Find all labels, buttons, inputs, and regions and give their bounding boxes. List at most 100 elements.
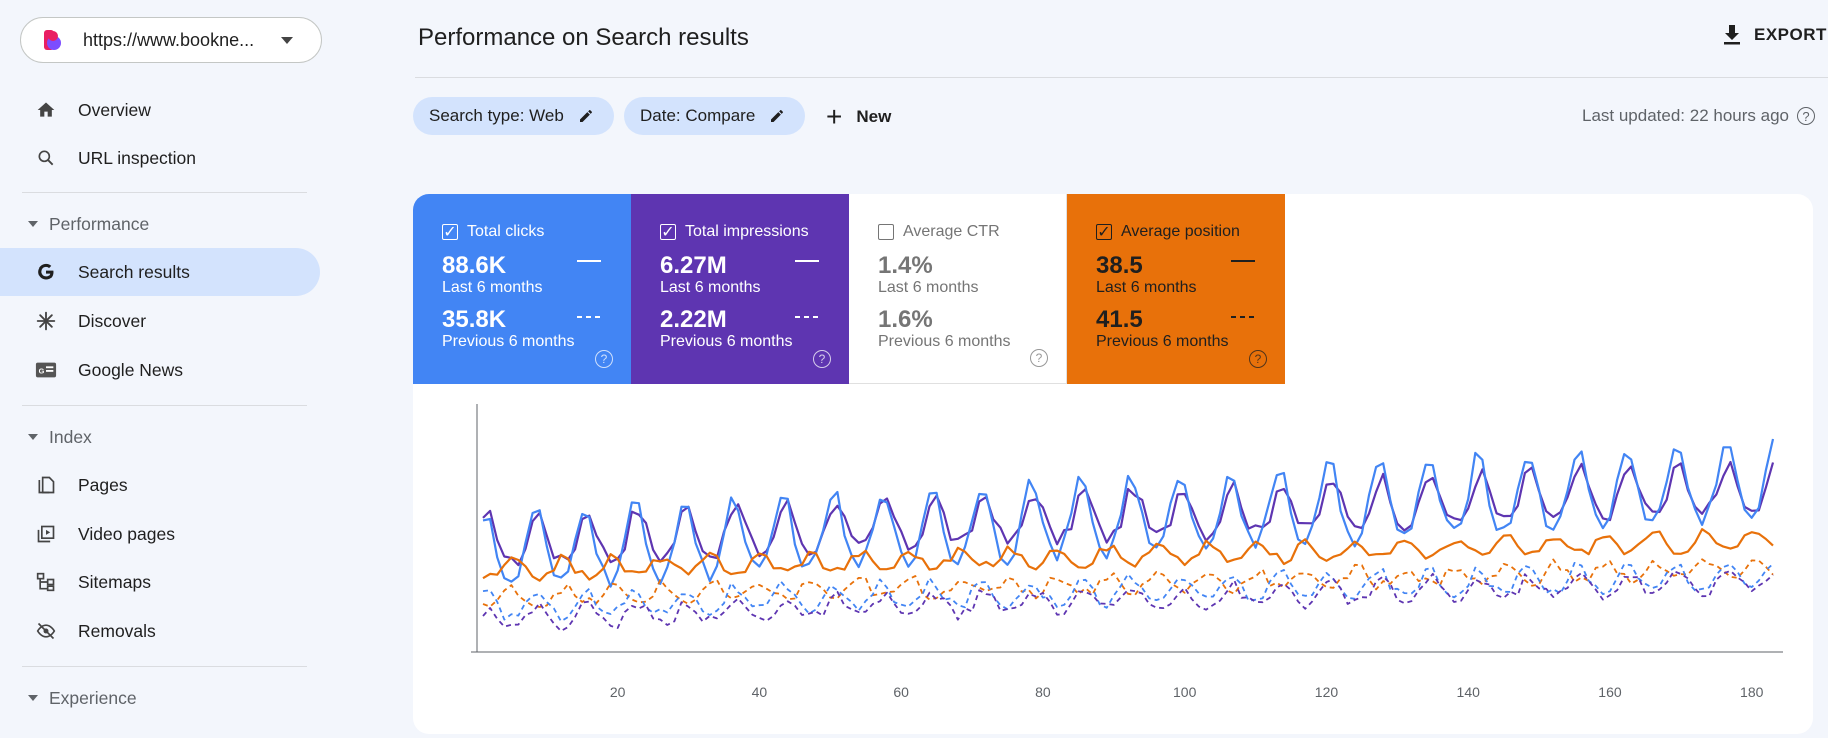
x-tick-label: 40 <box>752 684 768 700</box>
sitemap-icon <box>34 570 58 594</box>
chip-date[interactable]: Date: Compare <box>624 97 805 135</box>
pages-icon <box>34 473 58 497</box>
metric-prev-period: Previous 6 months <box>660 333 793 350</box>
plus-icon: + <box>826 101 843 132</box>
section-label: Experience <box>49 687 137 708</box>
chip-label: Date: Compare <box>640 106 756 125</box>
metric-name: Total clicks <box>467 223 545 240</box>
metric-period: Last 6 months <box>1096 279 1197 296</box>
metric-value: 6.27M <box>660 252 727 279</box>
checkbox-checked-icon[interactable]: ✓ <box>660 224 676 241</box>
chip-search-type[interactable]: Search type: Web <box>413 97 614 135</box>
series-line <box>482 438 1775 588</box>
sidebar-item-search-results[interactable]: Search results <box>0 248 320 296</box>
x-tick-label: 60 <box>893 684 909 700</box>
metric-total-impressions[interactable]: ✓ Total impressions 6.27M Last 6 months 2… <box>631 194 849 384</box>
series-line <box>482 460 1775 567</box>
dashed-line-legend-icon <box>577 316 601 318</box>
metric-prev-period: Previous 6 months <box>1096 333 1229 350</box>
edit-pencil-icon <box>771 110 784 122</box>
solid-line-legend-icon <box>577 260 601 262</box>
dashed-line-legend-icon <box>795 316 819 318</box>
property-selector[interactable]: https://www.bookne... <box>20 17 322 63</box>
metric-value: 38.5 <box>1096 252 1143 279</box>
performance-card: ✓ Total clicks 88.6K Last 6 months 35.8K … <box>413 194 1813 734</box>
dashed-line-legend-icon <box>1231 316 1255 318</box>
sidebar-item-label: Overview <box>78 99 151 120</box>
help-icon[interactable]: ? <box>813 350 831 368</box>
google-g-icon <box>34 260 58 284</box>
metric-value: 88.6K <box>442 252 507 279</box>
metric-period: Last 6 months <box>442 279 543 296</box>
divider <box>22 666 307 667</box>
edit-pencil-icon <box>579 110 592 122</box>
new-filter-button[interactable]: + New <box>826 101 891 133</box>
x-tick-label: 20 <box>610 684 626 700</box>
asterisk-icon <box>34 309 58 333</box>
sidebar-item-url-inspection[interactable]: URL inspection <box>0 134 320 182</box>
metric-value: 1.4% <box>878 252 933 279</box>
caret-down-icon <box>28 695 38 701</box>
home-icon <box>34 98 58 122</box>
property-logo-icon <box>41 29 63 51</box>
metric-prev-value: 41.5 <box>1096 306 1143 333</box>
series-line <box>482 558 1774 608</box>
metric-name: Average CTR <box>903 223 1000 240</box>
help-icon[interactable]: ? <box>1797 107 1815 125</box>
checkbox-checked-icon[interactable]: ✓ <box>442 224 458 241</box>
sidebar-item-label: Google News <box>78 359 184 380</box>
sidebar-item-pages[interactable]: Pages <box>0 461 320 509</box>
eye-off-icon <box>34 619 58 643</box>
x-tick-label: 100 <box>1173 684 1197 700</box>
x-tick-label: 160 <box>1598 684 1622 700</box>
last-updated: Last updated: 22 hours ago ? <box>1582 106 1815 126</box>
news-icon: G <box>34 358 58 382</box>
export-label: EXPORT <box>1754 25 1827 44</box>
new-filter-label: New <box>856 107 892 126</box>
section-performance[interactable]: Performance <box>0 204 320 244</box>
video-pages-icon <box>34 522 58 546</box>
page-title: Performance on Search results <box>418 24 749 51</box>
series-line <box>482 562 1774 623</box>
sidebar-item-google-news[interactable]: G Google News <box>0 346 320 394</box>
sidebar-item-label: Video pages <box>78 523 175 544</box>
solid-line-legend-icon <box>795 260 819 262</box>
performance-chart[interactable]: 20 40 60 80 100 120 140 160 180 <box>413 384 1813 734</box>
section-experience[interactable]: Experience <box>0 678 320 718</box>
divider <box>22 192 307 193</box>
sidebar-item-video-pages[interactable]: Video pages <box>0 510 320 558</box>
metric-prev-value: 1.6% <box>878 306 933 333</box>
help-icon[interactable]: ? <box>1249 350 1267 368</box>
download-icon <box>1724 25 1740 45</box>
export-button[interactable]: EXPORT <box>1722 24 1827 46</box>
metric-prev-value: 2.22M <box>660 306 727 333</box>
caret-down-icon <box>28 221 38 227</box>
sidebar-item-label: URL inspection <box>78 147 197 168</box>
metric-prev-period: Previous 6 months <box>878 333 1011 350</box>
search-icon <box>34 146 58 170</box>
sidebar-item-overview[interactable]: Overview <box>0 86 320 134</box>
help-icon[interactable]: ? <box>1030 349 1048 367</box>
section-label: Performance <box>49 213 150 234</box>
last-updated-text: Last updated: 22 hours ago <box>1582 106 1789 125</box>
metric-total-clicks[interactable]: ✓ Total clicks 88.6K Last 6 months 35.8K … <box>413 194 631 384</box>
metric-average-ctr[interactable]: Average CTR 1.4% Last 6 months 1.6% Prev… <box>849 194 1067 384</box>
section-index[interactable]: Index <box>0 417 320 457</box>
help-icon[interactable]: ? <box>595 350 613 368</box>
section-label: Index <box>49 426 92 447</box>
sidebar-item-discover[interactable]: Discover <box>0 297 320 345</box>
checkbox-unchecked-icon[interactable] <box>878 224 894 240</box>
metric-prev-value: 35.8K <box>442 306 507 333</box>
metric-average-position[interactable]: ✓ Average position 38.5 Last 6 months 41.… <box>1067 194 1285 384</box>
sidebar-item-label: Sitemaps <box>78 571 151 592</box>
metric-name: Average position <box>1121 223 1240 240</box>
divider <box>22 405 307 406</box>
chevron-down-icon <box>281 37 293 44</box>
checkbox-checked-icon[interactable]: ✓ <box>1096 224 1112 241</box>
sidebar-item-removals[interactable]: Removals <box>0 607 320 655</box>
series-line <box>482 528 1774 582</box>
metric-period: Last 6 months <box>878 279 979 296</box>
sidebar-item-sitemaps[interactable]: Sitemaps <box>0 558 320 606</box>
svg-text:G: G <box>39 367 45 376</box>
chip-label: Search type: Web <box>429 106 564 125</box>
